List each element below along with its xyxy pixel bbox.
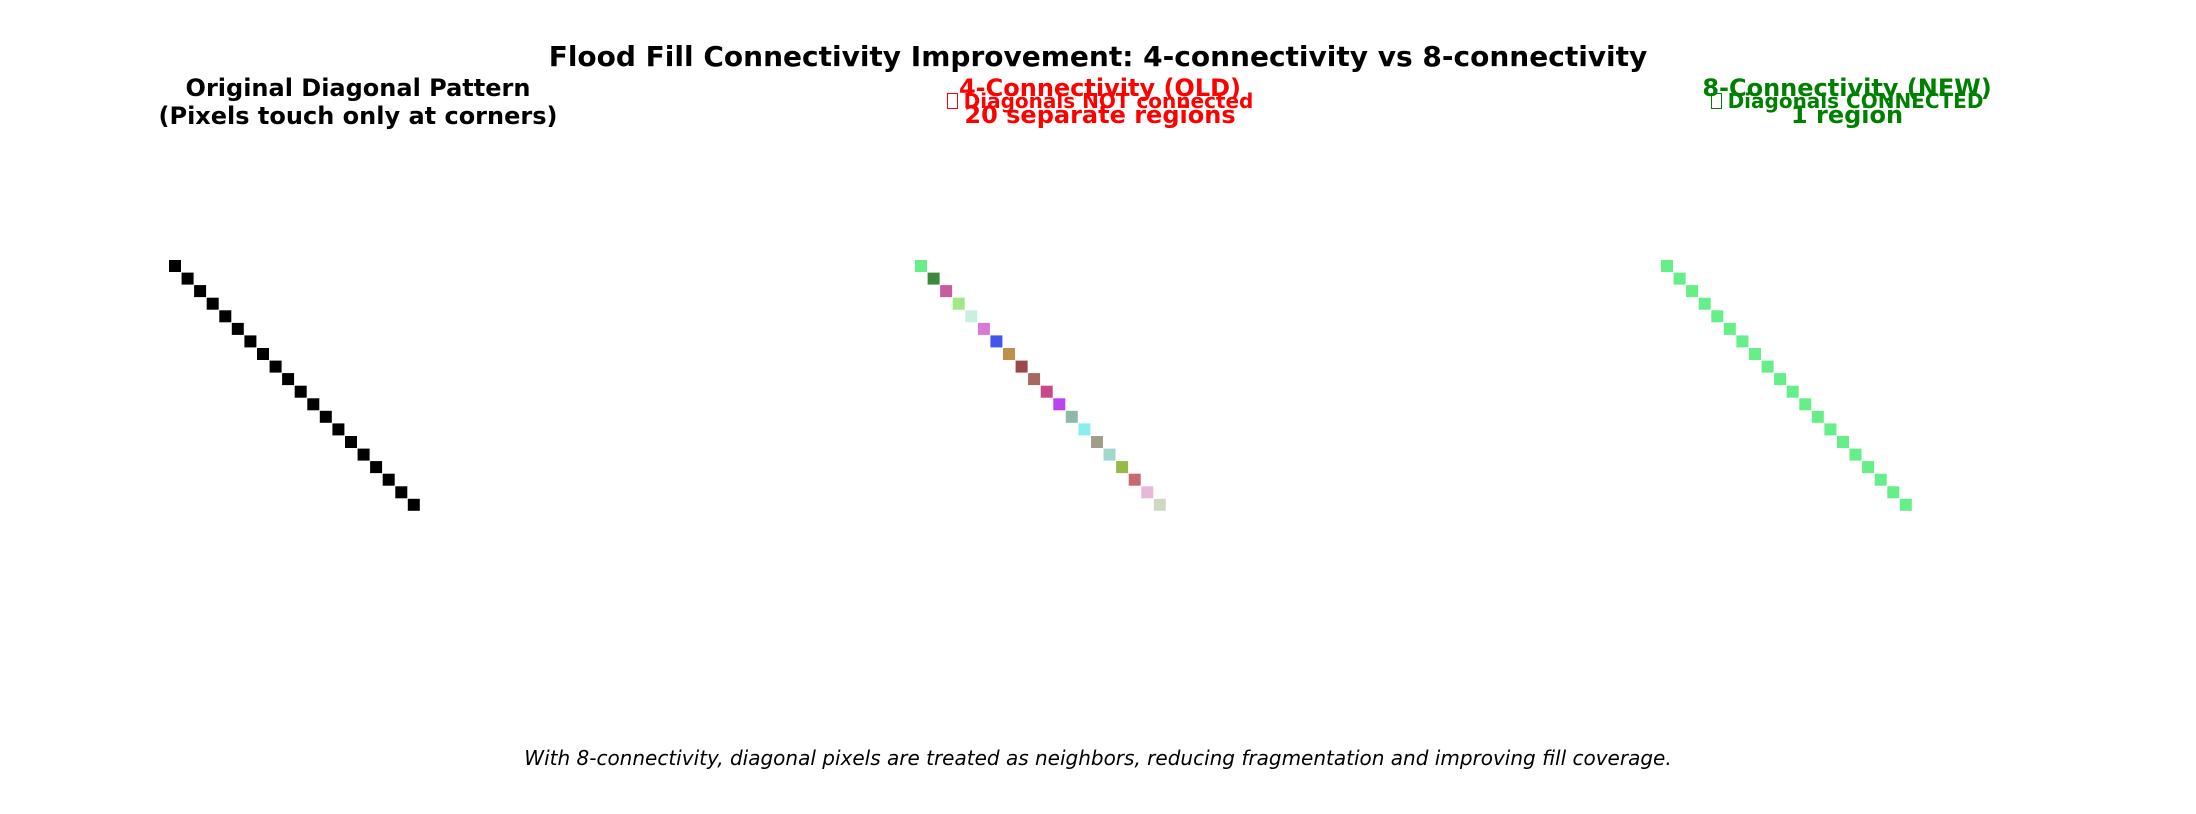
pixel <box>1040 385 1053 398</box>
pixel <box>1003 348 1015 360</box>
pixel <box>1811 410 1824 423</box>
pixel <box>1028 373 1041 386</box>
pixel <box>1799 398 1812 411</box>
pixel <box>1887 486 1900 499</box>
figure-title: Flood Fill Connectivity Improvement: 4-c… <box>548 40 1648 73</box>
pixel <box>915 260 927 272</box>
pixel <box>1736 335 1749 348</box>
panel-4conn-title: 4-Connectivity (OLD) <box>800 74 1400 102</box>
pixel <box>927 272 940 285</box>
original-pattern-grid <box>169 260 420 511</box>
pixel <box>1698 297 1711 310</box>
pixel <box>1103 448 1116 461</box>
pixel <box>1837 436 1849 448</box>
pixel <box>370 461 383 474</box>
panel-original-title: Original Diagonal Pattern (Pixels touch … <box>58 74 658 130</box>
pixel <box>1849 448 1862 461</box>
panel-4conn-status: Diagonals NOT connected <box>800 90 1400 112</box>
pixel <box>1153 498 1166 511</box>
pixel <box>307 398 320 411</box>
panel-4conn-status-text: Diagonals NOT connected <box>963 89 1254 113</box>
pixel <box>1053 398 1066 411</box>
panel-4conn-title-line1: 4-Connectivity (OLD) <box>958 74 1242 102</box>
pixel <box>1091 436 1103 448</box>
footer-caption: With 8-connectivity, diagonal pixels are… <box>524 746 1672 770</box>
panel-original-title-line2: (Pixels touch only at corners) <box>158 102 558 130</box>
pixel <box>244 335 257 348</box>
pixel <box>1774 373 1787 386</box>
pixel <box>1862 461 1875 474</box>
pixel <box>181 272 194 285</box>
panel-8conn-status: Diagonals CONNECTED <box>1547 90 2147 112</box>
pixel <box>952 297 965 310</box>
panel-8conn-regions: 1 region <box>1790 101 1904 129</box>
pixel <box>1749 348 1761 360</box>
pixel <box>1723 322 1736 335</box>
panel-8conn-status-text: Diagonals CONNECTED <box>1727 89 1984 113</box>
pixel <box>269 360 282 373</box>
pixel <box>395 486 408 499</box>
panel-original-title-line1: Original Diagonal Pattern <box>185 74 531 102</box>
pixel <box>1661 260 1673 272</box>
pixel <box>282 373 295 386</box>
pixel <box>1899 498 1912 511</box>
pixel <box>990 335 1003 348</box>
pixel <box>1711 310 1724 323</box>
panel-4conn-regions: 20 separate regions <box>964 101 1236 129</box>
panel-8conn-title-line1: 8-Connectivity (NEW) <box>1702 74 1992 102</box>
pixel <box>1015 360 1028 373</box>
pixel <box>219 310 232 323</box>
pixel <box>1116 461 1129 474</box>
pixel <box>382 473 395 486</box>
pixel <box>206 297 219 310</box>
pixel <box>231 322 244 335</box>
missing-glyph-icon <box>1710 93 1722 109</box>
missing-glyph-icon <box>946 93 958 109</box>
pixel <box>357 448 370 461</box>
pixel <box>294 385 307 398</box>
pixel <box>1874 473 1887 486</box>
pixel <box>1078 423 1091 436</box>
pixel <box>940 285 953 298</box>
pixel <box>977 322 990 335</box>
pixel <box>1673 272 1686 285</box>
pixel <box>1761 360 1774 373</box>
pixel <box>319 410 332 423</box>
pixel <box>1128 473 1141 486</box>
pixel <box>345 436 357 448</box>
pixel <box>257 348 269 360</box>
pixel <box>1065 410 1078 423</box>
pixel <box>194 285 207 298</box>
four-connectivity-grid <box>915 260 1166 511</box>
panel-8conn-title: 8-Connectivity (NEW) <box>1547 74 2147 102</box>
eight-connectivity-grid <box>1661 260 1912 511</box>
pixel <box>1686 285 1699 298</box>
pixel <box>407 498 420 511</box>
pixel <box>1824 423 1837 436</box>
pixel <box>332 423 345 436</box>
pixel <box>169 260 181 272</box>
pixel <box>1141 486 1154 499</box>
pixel <box>965 310 978 323</box>
pixel <box>1786 385 1799 398</box>
